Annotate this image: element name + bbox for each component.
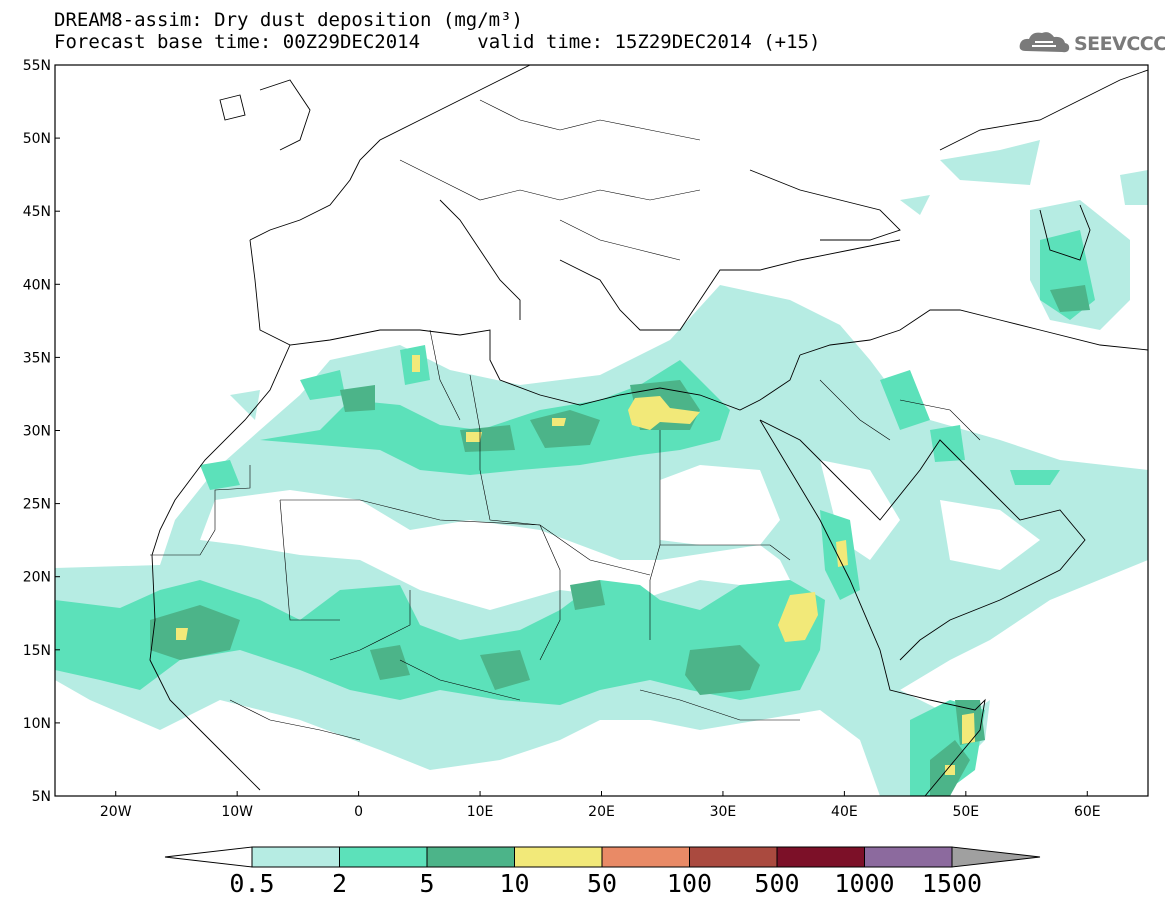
colorbar-segment (339, 846, 428, 868)
lon-label: 50E (952, 804, 979, 820)
lon-label: 40E (831, 804, 858, 820)
colorbar-level-label: 0.5 (229, 869, 275, 898)
cloud-logo-icon (1019, 32, 1070, 53)
no-dust-areas (200, 460, 1040, 610)
colorbar-level-label: 1500 (921, 869, 983, 898)
colorbar-level-label: 5 (419, 869, 435, 898)
colorbar-level-label: 50 (586, 869, 618, 898)
colorbar-level-label: 2 (331, 869, 348, 898)
lat-label: 35N (23, 350, 51, 366)
dust-fields (55, 65, 1148, 796)
colorbar-segment (864, 846, 953, 868)
lat-label: 10N (23, 716, 51, 732)
colorbar-segment (689, 846, 778, 868)
logo-text: SEEVCCC (1074, 33, 1165, 55)
lat-label: 15N (23, 643, 51, 659)
lat-label: 20N (23, 570, 51, 586)
lat-label: 30N (23, 424, 51, 440)
colorbar-segment (426, 846, 515, 868)
lon-label: 60E (1074, 804, 1101, 820)
lon-label: 10E (467, 804, 494, 820)
colorbar-high-arrow (951, 846, 1041, 868)
forecast-base-time: Forecast base time: 00Z29DEC2014 (54, 31, 421, 53)
lat-label: 55N (23, 58, 51, 74)
colorbar-level-label: 500 (754, 869, 800, 898)
colorbar-segment (776, 846, 865, 868)
colorbar-low-arrow (164, 846, 253, 868)
colorbar-segment (251, 846, 340, 868)
lon-label: 0 (354, 804, 363, 820)
valid-time: valid time: 15Z29DEC2014 (+15) (477, 31, 821, 53)
dust-level-10 (176, 355, 975, 775)
colorbar-level-label: 100 (666, 869, 713, 898)
map-title: DREAM8-assim: Dry dust deposition (mg/m³… (54, 9, 523, 31)
lon-label: 10W (221, 804, 253, 820)
lon-label: 30E (710, 804, 737, 820)
map-subtitle: Forecast base time: 00Z29DEC2014 valid t… (54, 31, 820, 53)
longitude-axis: 20W 10W 0 10E 20E 30E 40E 50E 60E (100, 791, 1101, 820)
colorbar-level-label: 10 (499, 869, 530, 898)
lat-label: 50N (23, 131, 51, 147)
seevccc-logo: SEEVCCC (1018, 29, 1165, 57)
country-borders (150, 99, 981, 741)
lat-label: 45N (23, 204, 51, 220)
colorbar (164, 846, 1041, 868)
lon-label: 20W (100, 804, 132, 820)
lat-label: 5N (32, 789, 51, 805)
latitude-axis: 55N 50N 45N 40N 35N 30N 25N 20N 15N 10N 5N (23, 58, 60, 805)
lon-label: 20E (588, 804, 615, 820)
coastlines (149, 65, 1148, 796)
colorbar-level-label: 1000 (834, 869, 895, 898)
colorbar-segment (601, 846, 690, 868)
lat-label: 25N (23, 497, 51, 513)
colorbar-segment (514, 846, 603, 868)
lat-label: 40N (23, 277, 51, 293)
